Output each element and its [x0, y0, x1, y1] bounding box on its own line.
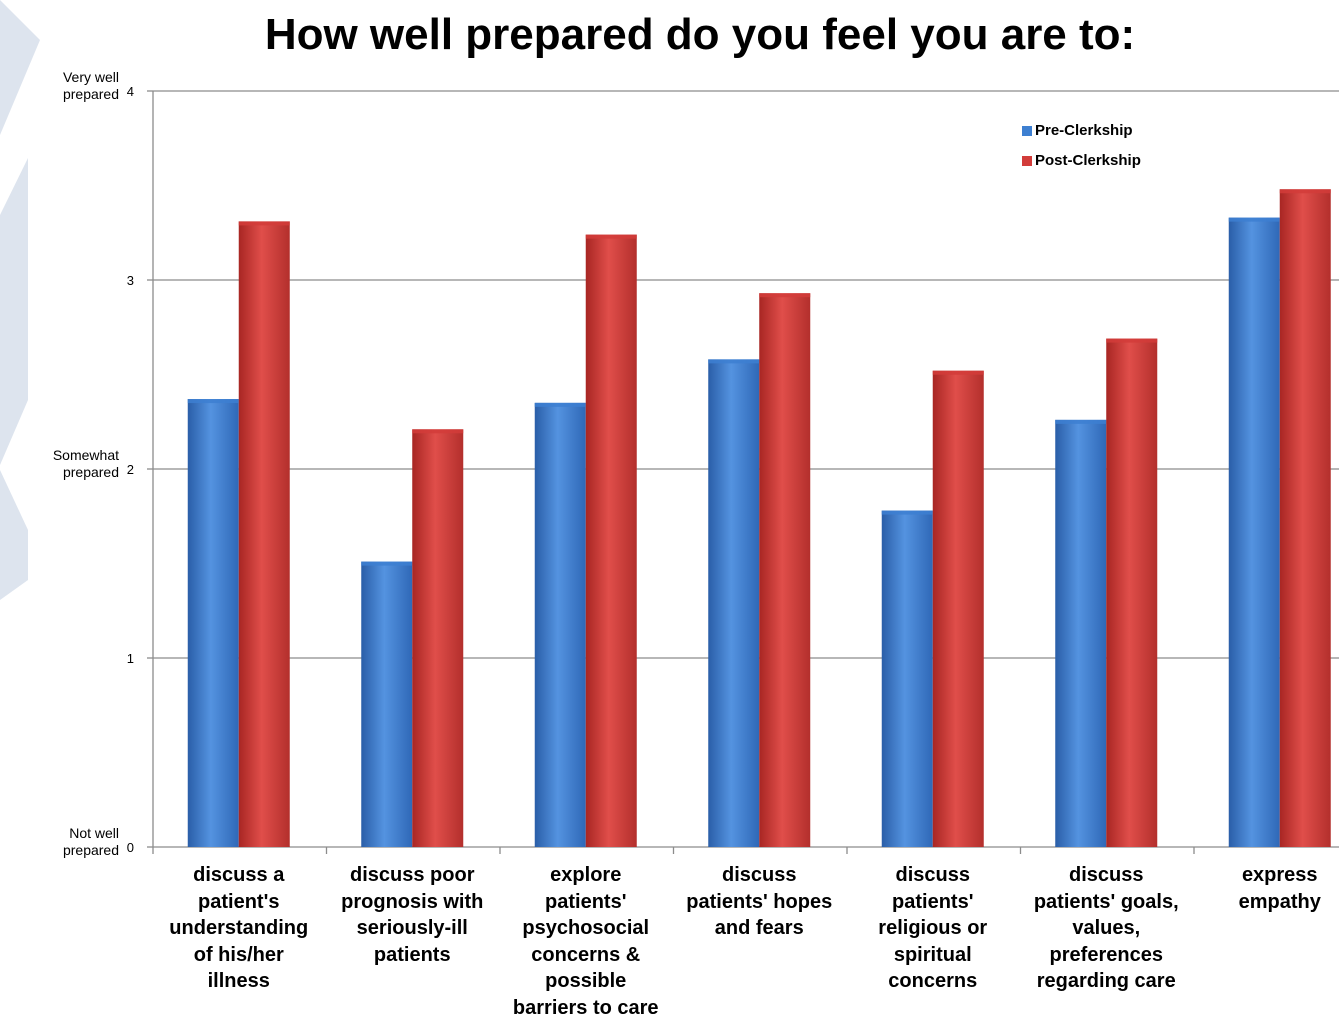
bar-cap	[1106, 338, 1158, 343]
x-category-label-line: discuss a	[193, 864, 285, 886]
bar-post-clerkship	[238, 221, 290, 847]
bar-post-clerkship	[412, 429, 464, 847]
x-category-label-line: patient's	[198, 890, 280, 913]
x-category-label: discuss patients' religious or spiritual con…	[848, 862, 1018, 995]
x-category-label: discuss patients' hopes and fears	[674, 862, 844, 942]
y-tick-label: 3	[127, 273, 134, 288]
y-level-label: prepared	[63, 842, 119, 858]
legend-item: Pre-Clerkship	[1022, 122, 1133, 139]
bar-cap	[187, 399, 239, 404]
x-category-label-line: spiritual	[893, 943, 972, 966]
x-category-label-line: patients'	[892, 890, 974, 913]
x-category-label-line: concerns	[888, 970, 978, 992]
bar-cap	[1055, 419, 1107, 424]
bar-cap	[534, 402, 586, 407]
x-category-label-line: discuss	[1069, 864, 1144, 886]
x-category-label-line: and fears	[714, 917, 804, 939]
legend-label: Post-Clerkship	[1035, 152, 1141, 169]
x-category-label-line: seriously-ill	[356, 917, 468, 939]
bar-cap	[759, 293, 811, 298]
x-category-label-line: regarding care	[1036, 970, 1176, 992]
legend-swatch	[1022, 155, 1032, 166]
x-category-label-line: empathy	[1238, 890, 1321, 913]
x-category-label-line: patients' hopes	[686, 890, 833, 913]
legend-label: Pre-Clerkship	[1035, 122, 1133, 139]
chart-title: How well prepared do you feel you are to…	[264, 10, 1136, 59]
bar-cap	[932, 370, 984, 375]
x-category-label-line: possible	[545, 970, 627, 992]
bar-cap	[585, 234, 637, 239]
x-category-label-line: values,	[1072, 917, 1141, 939]
x-category-label-line: discuss	[722, 864, 797, 886]
bar-cap	[1228, 217, 1280, 222]
x-category-label-line: patients	[373, 943, 451, 966]
x-category-label-line: discuss poor	[350, 864, 475, 886]
x-category-label-line: understanding	[169, 917, 309, 939]
x-category-label-line: psychosocial	[522, 917, 650, 939]
bar-cap	[708, 359, 760, 364]
x-category-label: discuss a patient's understanding of his/he…	[154, 862, 324, 995]
x-category-label-line: concerns &	[531, 943, 641, 966]
bar-post-clerkship	[932, 370, 984, 847]
x-category-label: explore patients' psychosocial concerns & po…	[501, 862, 671, 1021]
bar-post-clerkship	[1106, 338, 1158, 847]
bar-pre-clerkship	[881, 510, 933, 847]
bar-pre-clerkship	[187, 399, 239, 847]
y-tick-label: 2	[127, 462, 134, 477]
bar-pre-clerkship	[1055, 419, 1107, 847]
bar-cap	[412, 429, 464, 434]
x-category-label: express empathy	[1195, 862, 1339, 915]
y-level-label: Somewhat	[53, 447, 119, 463]
bar-cap	[238, 221, 290, 226]
y-level-label: prepared	[63, 464, 119, 480]
x-category-label-line: religious or	[878, 917, 988, 939]
y-level-label: prepared	[63, 86, 119, 102]
legend-swatch	[1022, 125, 1032, 136]
bar-cap	[881, 510, 933, 515]
x-category-label: discuss patients' goals, values, preference…	[1021, 862, 1191, 995]
y-tick-label: 4	[127, 84, 134, 99]
x-category-label-line: express	[1241, 864, 1318, 886]
bar-post-clerkship	[1279, 189, 1331, 847]
bar-cap	[361, 561, 413, 566]
y-level-label: Not well	[69, 825, 119, 841]
x-category-label-line: explore	[550, 864, 622, 886]
bar-cap	[1279, 189, 1331, 194]
y-tick-label: 0	[127, 840, 134, 855]
y-tick-label: 1	[127, 651, 134, 666]
x-category-label-line: patients'	[545, 890, 627, 913]
y-level-label: Very well	[63, 69, 119, 85]
x-category-label-line: illness	[207, 970, 270, 992]
bar-post-clerkship	[585, 234, 637, 847]
x-category-label-line: barriers to care	[512, 996, 659, 1019]
bar-pre-clerkship	[708, 359, 760, 847]
x-category-label: discuss poor prognosis with seriously-ill p…	[327, 862, 497, 968]
background-decoration	[0, 0, 40, 600]
bar-pre-clerkship	[1228, 217, 1280, 847]
x-category-label-line: of his/her	[193, 943, 284, 966]
x-category-label-line: prognosis with	[341, 890, 484, 913]
x-category-label-line: patients' goals,	[1033, 890, 1179, 913]
legend-item: Post-Clerkship	[1022, 152, 1141, 169]
bar-pre-clerkship	[361, 561, 413, 847]
bar-post-clerkship	[759, 293, 811, 848]
x-category-label-line: discuss	[895, 864, 970, 886]
x-category-label-line: preferences	[1049, 943, 1163, 966]
bar-pre-clerkship	[534, 402, 586, 847]
